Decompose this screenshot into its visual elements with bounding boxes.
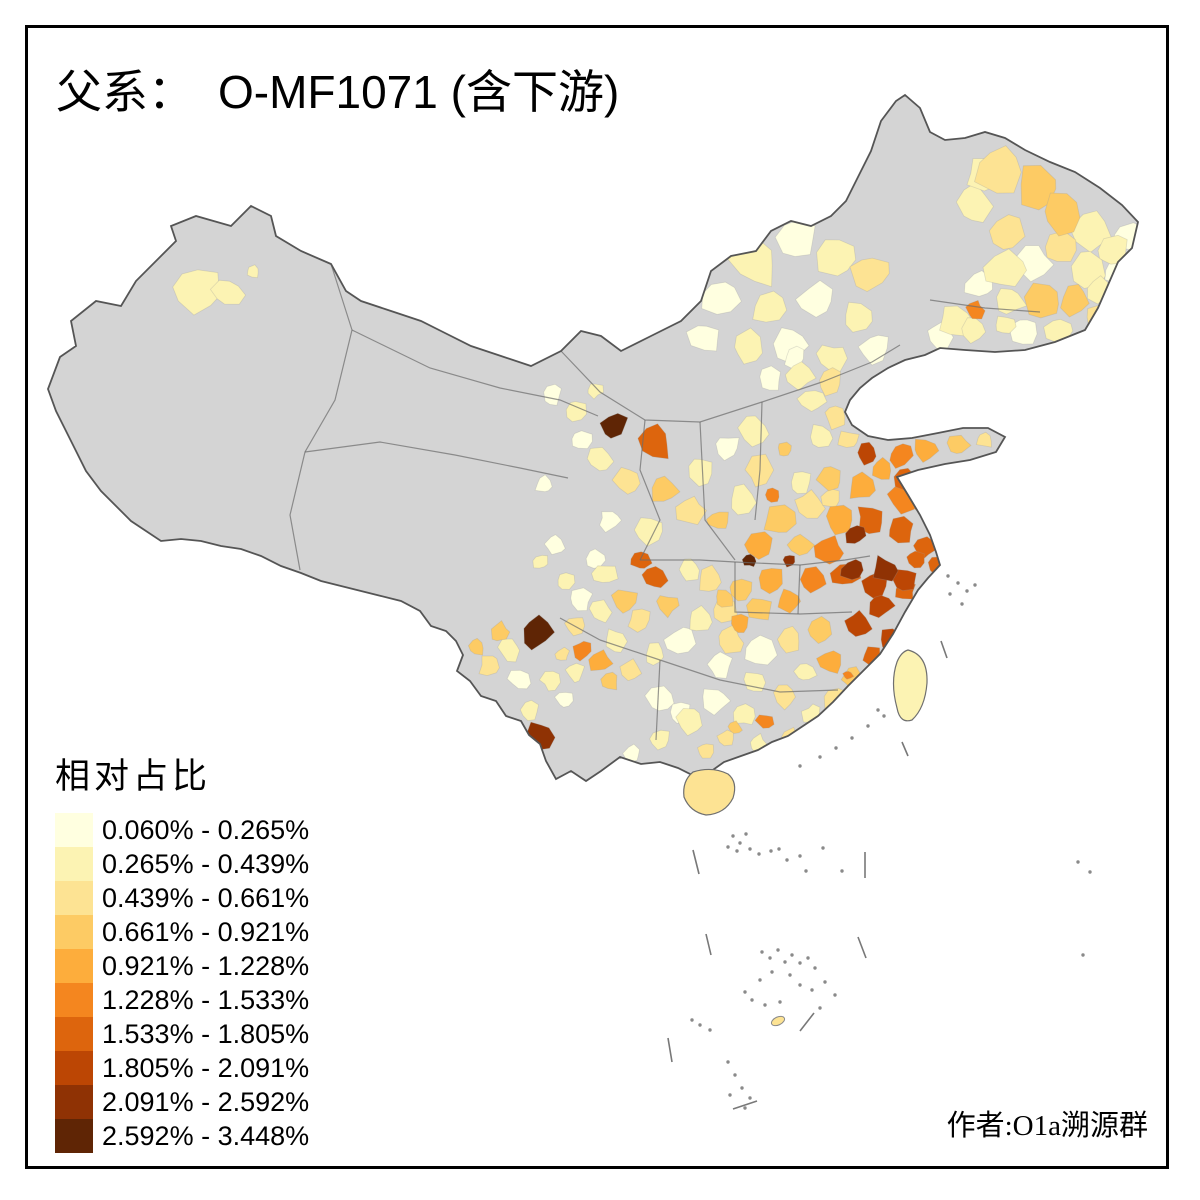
legend: 相对占比 0.060% - 0.265% 0.265% - 0.439% 0.439… xyxy=(55,748,309,1153)
legend-label: 0.265% - 0.439% xyxy=(102,849,310,879)
national-border xyxy=(47,93,1139,790)
legend-label: 2.592% - 3.448% xyxy=(102,1121,310,1151)
legend-swatch xyxy=(55,983,93,1017)
legend-row: 0.921% - 1.228% xyxy=(55,949,309,983)
legend-swatch xyxy=(55,881,93,915)
title-prefix: 父系： xyxy=(56,67,194,118)
legend-label: 0.921% - 1.228% xyxy=(102,951,310,981)
legend-label: 1.805% - 2.091% xyxy=(102,1053,310,1083)
attribution: 作者:O1a溯源群 xyxy=(946,1110,1148,1142)
legend-title: 相对占比 xyxy=(55,757,212,796)
legend-row: 0.439% - 0.661% xyxy=(55,881,309,915)
dash-line-segments xyxy=(667,640,948,1110)
title-haplogroup: O-MF1071 (含下游) xyxy=(218,66,620,118)
legend-swatch xyxy=(55,915,93,949)
legend-swatch xyxy=(55,813,93,847)
legend-row: 1.805% - 2.091% xyxy=(55,1051,309,1085)
legend-row: 1.533% - 1.805% xyxy=(55,1017,309,1051)
province-borders xyxy=(289,263,1061,741)
legend-row: 0.661% - 0.921% xyxy=(55,915,309,949)
legend-row: 2.091% - 2.592% xyxy=(55,1085,309,1119)
legend-swatch xyxy=(55,847,93,881)
legend-row: 0.265% - 0.439% xyxy=(55,847,309,881)
legend-swatch xyxy=(55,1119,93,1153)
legend-label: 2.091% - 2.592% xyxy=(102,1087,310,1117)
legend-swatch xyxy=(55,1051,93,1085)
legend-label: 1.228% - 1.533% xyxy=(102,985,310,1015)
legend-swatch xyxy=(55,949,93,983)
legend-label: 0.661% - 0.921% xyxy=(102,917,310,947)
legend-row: 0.060% - 0.265% xyxy=(55,813,309,847)
legend-swatch xyxy=(55,1017,93,1051)
hainan-island xyxy=(683,768,736,816)
legend-row: 1.228% - 1.533% xyxy=(55,983,309,1017)
legend-label: 1.533% - 1.805% xyxy=(102,1019,310,1049)
legend-row: 2.592% - 3.448% xyxy=(55,1119,309,1153)
prefecture-cells xyxy=(172,145,1138,764)
legend-swatch xyxy=(55,1085,93,1119)
paracel-islet xyxy=(770,1015,786,1027)
legend-label: 0.439% - 0.661% xyxy=(102,883,310,913)
south-china-sea-islands xyxy=(690,574,1092,1110)
taiwan-island xyxy=(892,649,928,722)
legend-rows: 0.060% - 0.265% 0.265% - 0.439% 0.439% - 0… xyxy=(55,813,309,1153)
page-title: 父系： O-MF1071 (含下游) xyxy=(56,56,619,122)
legend-label: 0.060% - 0.265% xyxy=(102,815,310,845)
